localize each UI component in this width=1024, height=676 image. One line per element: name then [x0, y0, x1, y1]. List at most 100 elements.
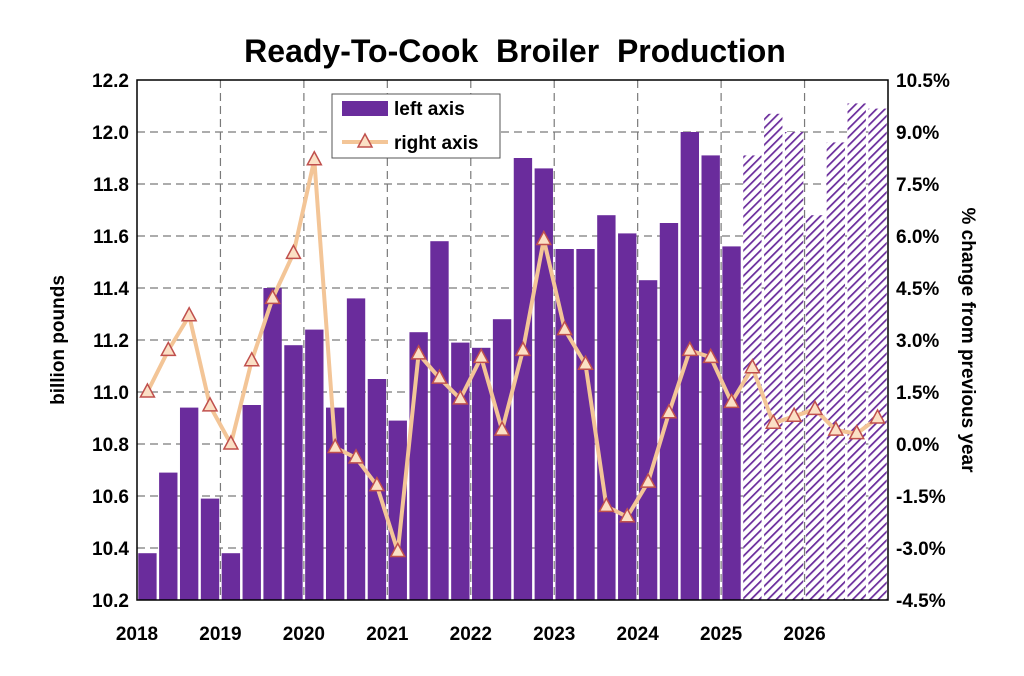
bar	[388, 420, 407, 600]
line-marker	[180, 306, 198, 322]
bar	[138, 553, 157, 600]
y-tick-label: 12.2	[92, 71, 129, 92]
y2-tick-label: 3.0%	[896, 331, 939, 352]
bar-forecast	[764, 113, 783, 601]
bar	[513, 158, 533, 600]
line-marker	[869, 408, 886, 424]
line-marker	[452, 389, 469, 405]
y2-tick-label: 0.0%	[896, 435, 939, 456]
line-marker	[765, 413, 782, 429]
bar	[326, 407, 345, 600]
bar	[597, 215, 616, 600]
line-marker	[493, 420, 511, 436]
bar	[472, 347, 491, 600]
line-marker	[744, 358, 761, 374]
x-tick-label: 2022	[450, 624, 492, 645]
bar	[305, 329, 324, 600]
bars-left-axis	[138, 103, 887, 601]
y-tick-label: 10.4	[92, 539, 129, 560]
legend-label-line: right axis	[394, 133, 478, 154]
line-marker	[785, 406, 803, 423]
line-marker	[410, 344, 427, 360]
y2-tick-label: 10.5%	[896, 71, 950, 92]
y-axis-label: billion pounds	[48, 275, 69, 405]
bar	[451, 342, 470, 600]
bar-forecast	[868, 108, 887, 600]
y-tick-label: 11.6	[93, 227, 129, 248]
bar	[221, 553, 241, 600]
line-marker	[472, 347, 490, 364]
legend: left axis right axis	[331, 93, 501, 159]
line-series	[145, 157, 879, 554]
line-marker	[514, 340, 532, 357]
line-marker	[222, 434, 240, 450]
x-tick-label: 2025	[700, 624, 743, 645]
x-tick-label: 2026	[783, 624, 825, 645]
line-marker	[243, 351, 260, 367]
legend-swatch-marker	[356, 132, 374, 148]
bar	[722, 246, 741, 600]
bar	[263, 288, 282, 600]
bar	[492, 319, 512, 600]
y2-tick-label: 9.0%	[896, 123, 939, 144]
bar-forecast	[784, 132, 804, 600]
line-marker	[660, 403, 678, 419]
line-marker	[577, 354, 594, 371]
line-marker	[556, 320, 573, 336]
y2-tick-label: 4.5%	[896, 279, 939, 300]
y-tick-label: 11.8	[93, 175, 129, 196]
line-marker	[639, 472, 657, 488]
right-axis-ticks: -4.5% -3.0% -1.5% 0.0% 1.5% 3.0% 4.5% 6.0% 7.5% 9…	[896, 71, 950, 612]
line-marker	[702, 347, 719, 364]
line-marker	[431, 368, 448, 384]
line-marker	[806, 399, 824, 416]
y2-axis-label: % change from previous year	[957, 207, 978, 473]
bar-forecast	[826, 142, 846, 600]
bar	[242, 405, 261, 600]
y-tick-label: 10.8	[92, 435, 129, 456]
line-marker	[326, 437, 344, 454]
y2-tick-label: -1.5%	[896, 487, 946, 508]
x-tick-label: 2018	[116, 624, 158, 645]
line-marker	[368, 476, 386, 492]
line-marker	[827, 420, 845, 436]
line-right-axis	[139, 150, 886, 558]
line-marker	[306, 150, 323, 166]
bar	[638, 280, 658, 600]
y-tick-label: 10.2	[92, 591, 129, 612]
y-tick-label: 12.0	[92, 123, 129, 144]
x-tick-label: 2024	[617, 624, 660, 645]
bar	[430, 241, 449, 600]
bar	[159, 472, 178, 600]
x-tick-label: 2020	[283, 624, 325, 645]
legend-label-bars: left axis	[394, 99, 465, 120]
bar	[179, 407, 199, 600]
line-marker	[618, 507, 636, 523]
line-marker	[347, 448, 365, 464]
chart-title: Ready-To-Cook Broiler Production	[244, 33, 786, 69]
y2-tick-label: -4.5%	[896, 591, 946, 612]
line-marker	[264, 288, 281, 305]
y-tick-label: 11.0	[93, 383, 129, 404]
y2-tick-label: 7.5%	[896, 175, 939, 196]
line-marker	[598, 496, 615, 513]
y2-tick-label: 6.0%	[896, 227, 939, 248]
y2-tick-label: -3.0%	[896, 539, 946, 560]
line-marker	[848, 424, 865, 440]
x-tick-label: 2019	[199, 624, 241, 645]
legend-swatch-bar	[342, 101, 388, 116]
line-marker	[535, 229, 553, 246]
y2-tick-label: 1.5%	[896, 383, 939, 404]
plot-frame	[136, 79, 889, 601]
line-marker	[285, 243, 302, 260]
bar	[200, 498, 220, 600]
line-marker	[160, 340, 177, 357]
line-marker	[681, 340, 699, 357]
bar	[618, 233, 637, 600]
line-marker	[201, 396, 219, 412]
x-axis-ticks: 2018 2019 2020 2021 2022 2023 2024 2025 2026	[116, 624, 826, 645]
left-axis-ticks: 10.2 10.4 10.6 10.8 11.0 11.2 11.4 11.6 11.8 12.0…	[92, 71, 129, 612]
line-marker	[389, 541, 407, 558]
y-tick-label: 11.4	[93, 279, 129, 300]
